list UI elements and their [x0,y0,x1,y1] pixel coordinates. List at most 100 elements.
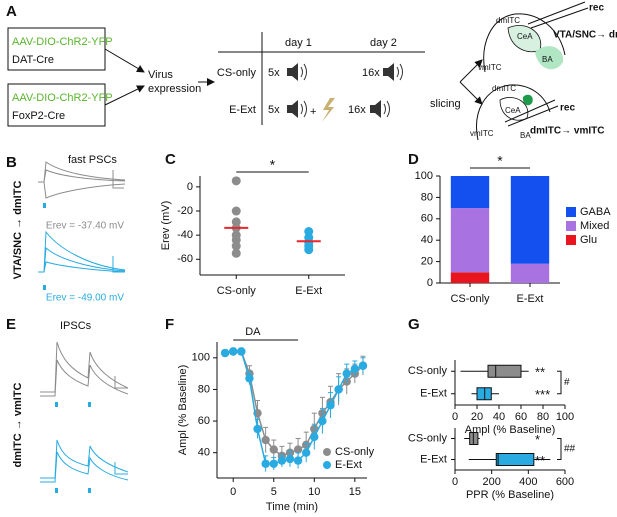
marker [293,456,303,465]
column-head: day 1 [285,37,312,49]
marker [220,348,230,358]
marker [237,347,246,356]
bar-segment [450,176,490,209]
column-head: day 2 [370,37,397,49]
x-tick-label: 80 [537,411,549,423]
y-tick-label: CS-only [408,432,448,444]
ba [535,46,564,70]
step: expression [148,83,201,95]
x-tick-label: 60 [515,411,527,423]
region: BA [520,131,531,140]
comparison-bracket [557,370,562,395]
y-tick-label: 40 [421,234,433,246]
y-tick-label: 80 [198,383,210,395]
comparison: # [564,377,570,388]
x-tick-label: E-Ext [295,285,322,297]
virus: AAV-DIO-ChR2-YFP [12,36,113,48]
mouse-line: DAT-Cre [12,54,54,66]
virus: AAV-DIO-ChR2-YFP [12,92,113,104]
tone-icon [286,99,307,119]
tone-icon [286,62,307,82]
y-tick-label: -40 [177,229,193,241]
y-tick-label: 60 [198,415,210,427]
region: dmITC [492,84,516,93]
trace-title: fast PSCs [68,154,117,166]
annotation: ** [535,453,545,468]
bar-segment [450,272,490,283]
x-axis-label: PPR (% Baseline) [466,489,554,501]
x-tick-label: 0 [230,486,236,498]
x-tick-label: 600 [556,476,574,488]
marker [253,424,262,434]
row-head: CS-only [217,67,257,79]
scale-bar [112,170,124,189]
cell: 5x [268,67,280,79]
y-tick-label: 80 [421,191,433,203]
stim [43,285,46,290]
y-tick-label: 40 [198,447,210,459]
y-tick-label: E-Ext [420,388,447,400]
region: CeA [517,32,533,41]
y-tick-label: 0 [187,181,193,193]
stim [55,402,58,407]
panel-label: C [165,151,176,168]
tone-icon [369,99,390,119]
pipette [527,1,589,29]
y-tick-label: 100 [415,170,433,182]
x-tick-label: CS-only [217,285,257,297]
stim [88,488,91,493]
arrow [104,48,145,73]
pathway: dmITC → vmITC [12,382,24,467]
y-axis-label: Erev (mV) [160,201,172,251]
y-tick-label: 0 [427,277,433,289]
arrow [104,85,145,106]
annotation: *** [535,387,550,402]
marker [285,454,295,464]
slice [483,13,566,73]
x-tick-label: CS-only [450,293,490,305]
annotation: * [535,432,540,447]
shock-icon [322,98,335,122]
y-tick-label: 60 [421,213,433,225]
scale-bar [112,256,124,273]
marker [358,361,368,370]
cell: 5x [268,104,280,116]
marker [310,432,319,442]
marker [269,459,278,468]
trace [40,341,129,397]
cell: 16x [348,104,366,116]
panel-label: F [165,316,174,333]
x-tick-label: 20 [471,411,483,423]
stim [88,402,91,407]
legend-marker [323,448,331,456]
marker [229,347,238,356]
x-tick-label: 15 [349,486,361,498]
x-tick-label: 10 [308,486,320,498]
y-axis-label: Ampl (% Baseline) [177,365,189,455]
cell: 16x [362,67,380,79]
x-tick-label: 0 [452,476,458,488]
legend-label: CS-only [335,446,375,458]
region: vmITC [470,129,494,138]
panel-label: A [6,3,17,20]
legend-swatch [566,235,576,245]
pathway: VTA/SNC → dmITC [12,181,24,280]
region: CeA [505,106,521,115]
pathway: dmITC→ vmITC [530,126,604,137]
trace [40,439,129,483]
x-axis-label: Time (min) [266,501,318,513]
marker [269,445,278,454]
dot [231,176,241,186]
significance: * [270,157,276,173]
y-tick-label: CS-only [408,365,448,377]
trace-title: IPSCs [60,320,92,332]
y-tick-label: -60 [177,253,193,265]
box [495,453,535,466]
marker [277,456,287,465]
stim [43,203,46,208]
panel-label: G [408,316,420,333]
legend-label: E-Ext [335,459,362,471]
rec: rec [560,103,575,114]
legend-label: Mixed [580,220,609,232]
y-tick-label: 20 [421,256,433,268]
